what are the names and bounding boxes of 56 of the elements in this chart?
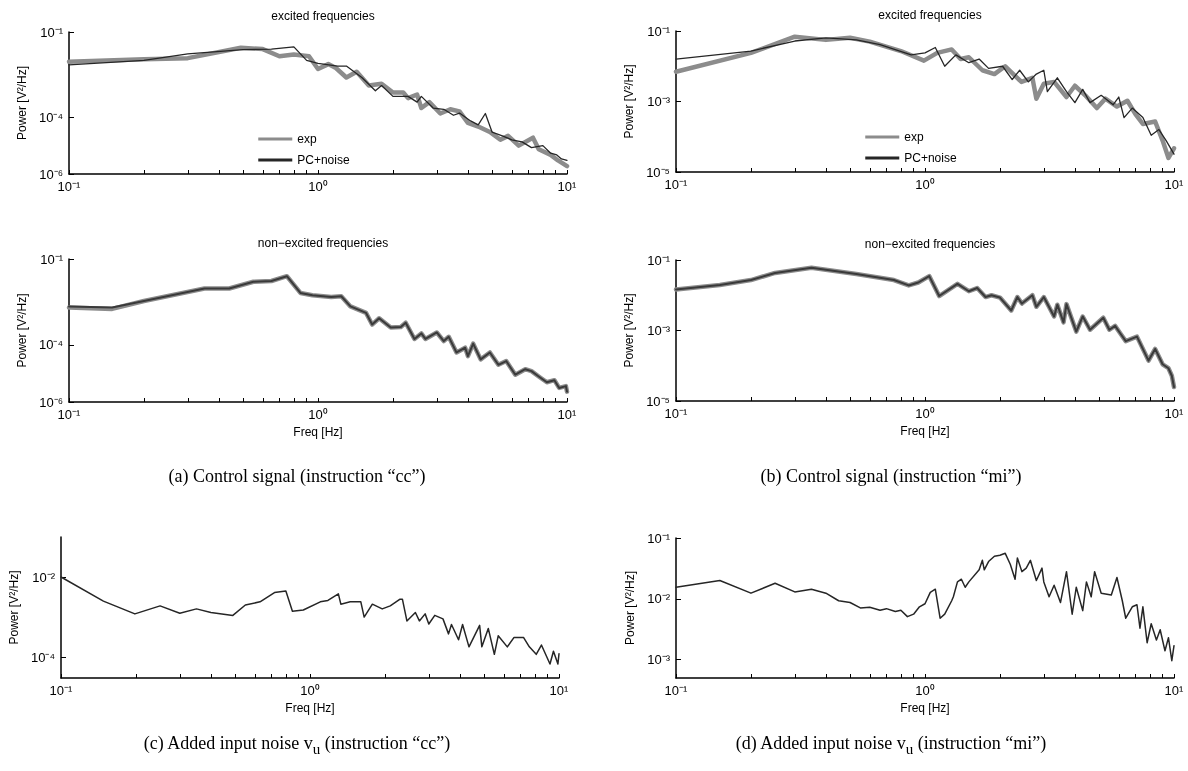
x-axis-title: Freq [Hz] xyxy=(293,425,343,439)
x-tick-label: 10⁰ xyxy=(308,407,328,422)
y-tick-label: 10⁻³ xyxy=(647,652,671,668)
x-tick-label: 10¹ xyxy=(557,179,578,194)
y-tick-label: 10⁻¹ xyxy=(647,23,671,39)
x-tick-label: 10⁻¹ xyxy=(664,406,689,421)
y-tick-label: 10⁻¹ xyxy=(40,24,64,40)
y-tick-label: 10⁻¹ xyxy=(647,252,671,268)
x-tick-label: 10¹ xyxy=(1164,406,1185,421)
x-tick-label: 10⁰ xyxy=(915,406,935,421)
x-axis-title: Freq [Hz] xyxy=(900,424,950,438)
x-tick-label: 10¹ xyxy=(1164,683,1185,698)
x-tick-label: 10¹ xyxy=(557,407,578,422)
chart-title: excited frequencies xyxy=(878,8,982,22)
legend-label: exp xyxy=(904,130,924,144)
y-tick-label: 10⁻¹ xyxy=(40,251,64,267)
x-tick-label: 10⁰ xyxy=(308,179,328,194)
x-tick-label: 10⁻¹ xyxy=(664,177,689,192)
y-tick-label: 10⁻⁵ xyxy=(646,393,670,409)
legend-label: PC+noise xyxy=(297,153,350,167)
x-tick-label: 10⁻¹ xyxy=(664,683,689,698)
x-tick-label: 10⁰ xyxy=(300,683,320,698)
chart-title: non−excited frequencies xyxy=(257,236,389,250)
y-tick-label: 10⁻² xyxy=(647,591,671,607)
x-tick-label: 10¹ xyxy=(549,683,570,698)
chart-title: non−excited frequencies xyxy=(864,237,996,251)
y-tick-label: 10⁻¹ xyxy=(647,530,671,546)
y-tick-label: 10⁻⁶ xyxy=(39,166,63,182)
y-tick-label: 10⁻⁴ xyxy=(38,337,63,353)
x-tick-label: 10⁻¹ xyxy=(57,179,82,194)
chart-title: excited frequencies xyxy=(271,9,375,23)
y-axis-title: Power [V²/Hz] xyxy=(622,293,637,368)
x-tick-label: 10⁰ xyxy=(915,177,935,192)
legend-label: PC+noise xyxy=(904,151,957,165)
y-tick-label: 10⁻⁴ xyxy=(30,649,55,665)
x-tick-label: 10⁻¹ xyxy=(57,407,82,422)
x-tick-label: 10¹ xyxy=(1164,177,1185,192)
y-tick-label: 10⁻³ xyxy=(647,323,671,338)
y-tick-label: 10⁻³ xyxy=(647,94,671,109)
y-tick-label: 10⁻⁴ xyxy=(38,109,63,125)
y-axis-title: Power [V²/Hz] xyxy=(15,293,30,368)
legend-label: exp xyxy=(297,132,317,146)
x-axis-title: Freq [Hz] xyxy=(900,701,950,715)
y-axis-title: Power [V²/Hz] xyxy=(623,570,637,646)
y-axis-title: Power [V²/Hz] xyxy=(15,65,30,141)
y-tick-label: 10⁻⁶ xyxy=(39,394,63,410)
y-tick-label: 10⁻² xyxy=(32,569,56,585)
text: (c) Added input noise v$_{u}$ (instruction “cc”) xyxy=(142,733,452,758)
y-axis-title: Power [V²/Hz] xyxy=(622,64,637,139)
y-tick-label: 10⁻⁵ xyxy=(646,164,670,180)
text: (b) Control signal (instruction “mi”) xyxy=(759,466,1023,487)
text: (d) Added input noise v$_{u}$ (instruction “mi”) xyxy=(734,733,1048,758)
text: (a) Control signal (instruction “cc”) xyxy=(167,466,427,487)
x-tick-label: 10⁰ xyxy=(915,683,935,698)
x-axis-title: Freq [Hz] xyxy=(285,701,335,715)
y-axis-title: Power [V²/Hz] xyxy=(7,570,22,645)
